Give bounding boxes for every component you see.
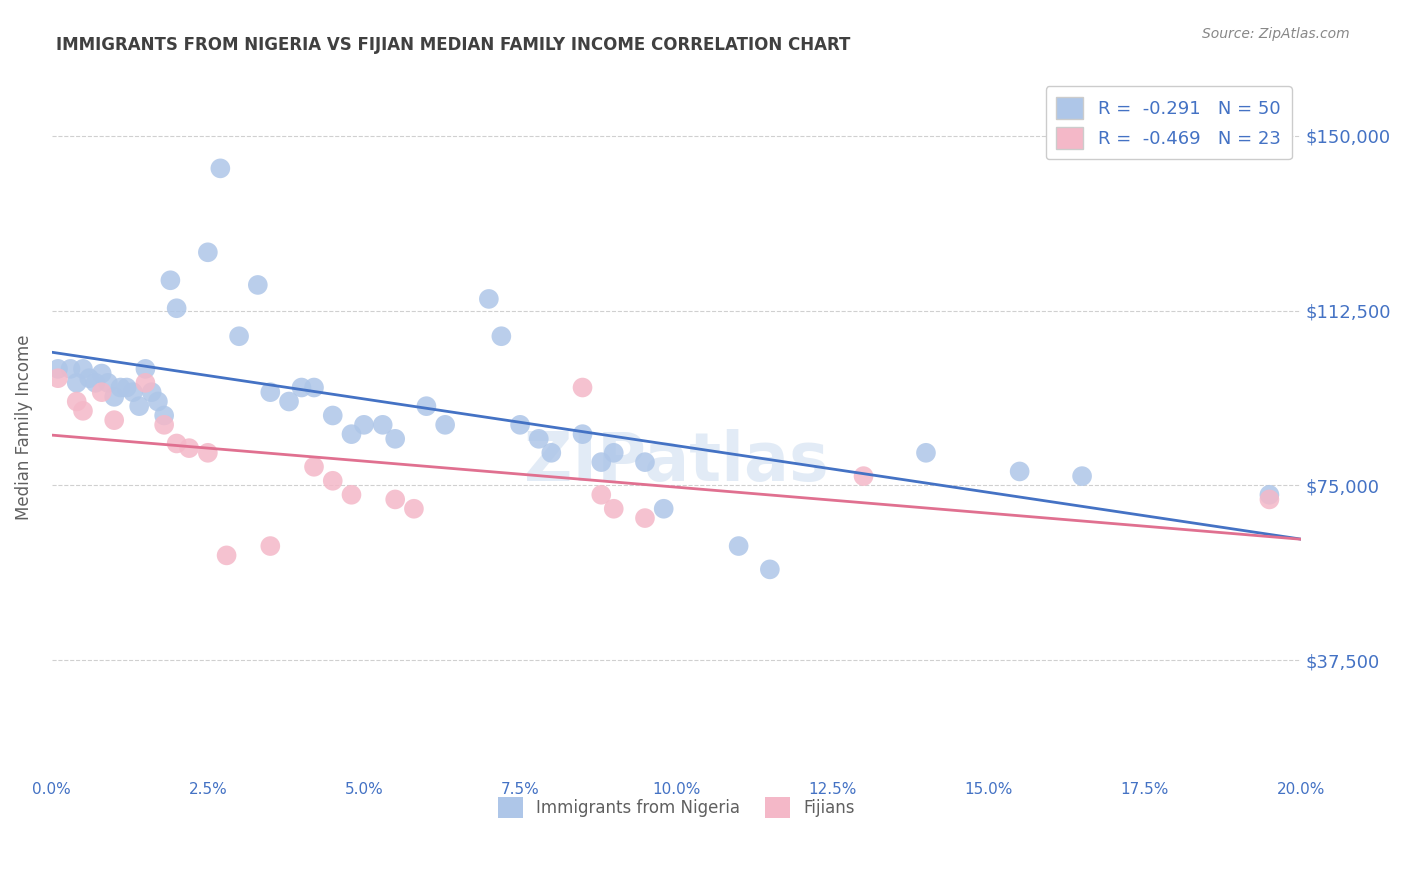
Point [59,362,82,376]
Point [166,436,188,450]
Point [491,329,513,343]
Point [146,394,169,409]
Point [153,409,176,423]
Point [215,549,238,563]
Point [759,562,782,576]
Point [278,394,301,409]
Point [228,329,250,343]
Point [634,455,657,469]
Point [290,380,312,394]
Point [115,380,138,394]
Point [110,380,132,394]
Text: ZIPatlas: ZIPatlas [524,429,828,495]
Point [197,446,219,460]
Point [340,488,363,502]
Point [128,399,150,413]
Point [72,404,94,418]
Point [141,385,163,400]
Point [402,501,425,516]
Point [134,376,156,390]
Y-axis label: Median Family Income: Median Family Income [15,334,32,520]
Point [259,385,281,400]
Point [1258,488,1281,502]
Point [652,501,675,516]
Point [1258,492,1281,507]
Point [302,459,325,474]
Point [852,469,875,483]
Point [322,409,344,423]
Point [415,399,437,413]
Point [384,492,406,507]
Point [197,245,219,260]
Point [591,488,613,502]
Point [246,277,269,292]
Point [77,371,100,385]
Point [159,273,181,287]
Point [103,390,125,404]
Point [527,432,550,446]
Point [90,385,112,400]
Point [915,446,938,460]
Text: IMMIGRANTS FROM NIGERIA VS FIJIAN MEDIAN FAMILY INCOME CORRELATION CHART: IMMIGRANTS FROM NIGERIA VS FIJIAN MEDIAN… [56,36,851,54]
Text: Source: ZipAtlas.com: Source: ZipAtlas.com [1202,27,1350,41]
Point [103,413,125,427]
Point [209,161,232,176]
Point [1071,469,1094,483]
Point [46,371,69,385]
Point [134,362,156,376]
Point [90,367,112,381]
Point [371,417,394,432]
Point [84,376,107,390]
Point [571,427,593,442]
Point [46,362,69,376]
Point [571,380,593,394]
Point [97,376,120,390]
Point [478,292,501,306]
Point [302,380,325,394]
Point [66,394,89,409]
Point [166,301,188,316]
Point [259,539,281,553]
Point [603,446,626,460]
Point [322,474,344,488]
Point [434,417,457,432]
Point [727,539,749,553]
Point [122,385,145,400]
Point [353,417,375,432]
Point [1008,465,1031,479]
Point [72,362,94,376]
Point [153,417,176,432]
Point [340,427,363,442]
Point [179,441,201,455]
Point [509,417,531,432]
Point [384,432,406,446]
Point [603,501,626,516]
Point [634,511,657,525]
Point [66,376,89,390]
Point [540,446,562,460]
Legend: Immigrants from Nigeria, Fijians: Immigrants from Nigeria, Fijians [491,791,862,824]
Point [591,455,613,469]
